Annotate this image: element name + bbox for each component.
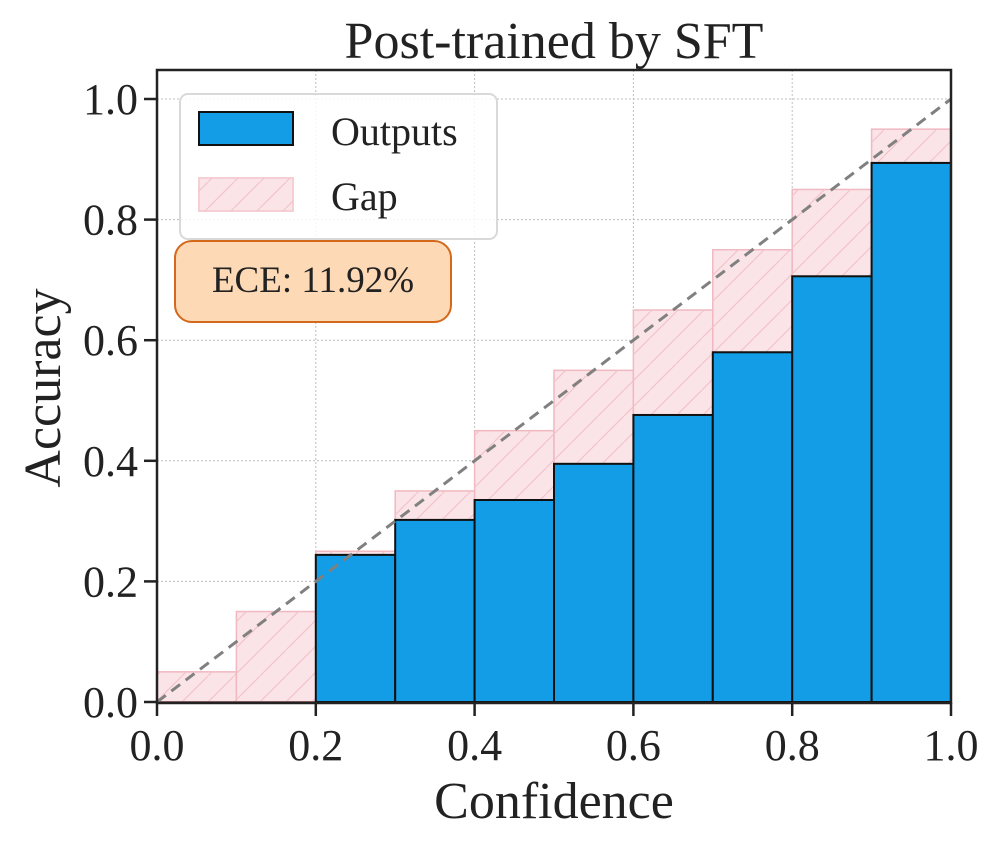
y-tick-label: 0.6 <box>83 316 138 365</box>
output-bar <box>711 351 794 703</box>
legend: Outputs Gap <box>179 93 498 240</box>
x-tick-label: 1.0 <box>924 721 979 770</box>
output-bar <box>473 498 556 703</box>
plot-frame <box>155 68 953 705</box>
y-tick-label: 0.4 <box>83 437 138 486</box>
ece-annotation: ECE: 11.92% <box>174 240 452 323</box>
axis-ticks: 0.0 0.2 0.4 0.6 0.8 1.0 0.0 0.2 0.4 0.6 0.8 1.0 <box>83 75 979 770</box>
output-bar <box>314 553 397 703</box>
output-bar <box>394 518 476 703</box>
y-tick-label: 0.8 <box>83 196 138 245</box>
legend-gap-label: Gap <box>331 174 398 219</box>
x-axis-label: Confidence <box>434 773 674 830</box>
x-tick-label: 0.0 <box>130 721 185 770</box>
output-bar <box>553 462 635 703</box>
y-tick-label: 1.0 <box>83 75 138 124</box>
output-bar <box>632 413 714 703</box>
x-tick-label: 0.6 <box>606 721 661 770</box>
legend-outputs-label: Outputs <box>331 109 458 154</box>
x-tick-label: 0.8 <box>765 721 820 770</box>
output-bar <box>791 275 873 703</box>
chart-title: Post-trained by SFT <box>345 13 764 70</box>
y-tick-label: 0.2 <box>83 557 138 606</box>
y-axis-label: Accuracy <box>15 288 72 487</box>
x-tick-label: 0.4 <box>447 721 502 770</box>
y-tick-label: 0.0 <box>83 678 138 727</box>
perfect-calibration-line <box>156 97 952 704</box>
output-bar <box>870 161 952 703</box>
ece-value: ECE: 11.92% <box>212 260 414 301</box>
x-tick-label: 0.2 <box>288 721 343 770</box>
legend-outputs-swatch <box>198 111 294 146</box>
